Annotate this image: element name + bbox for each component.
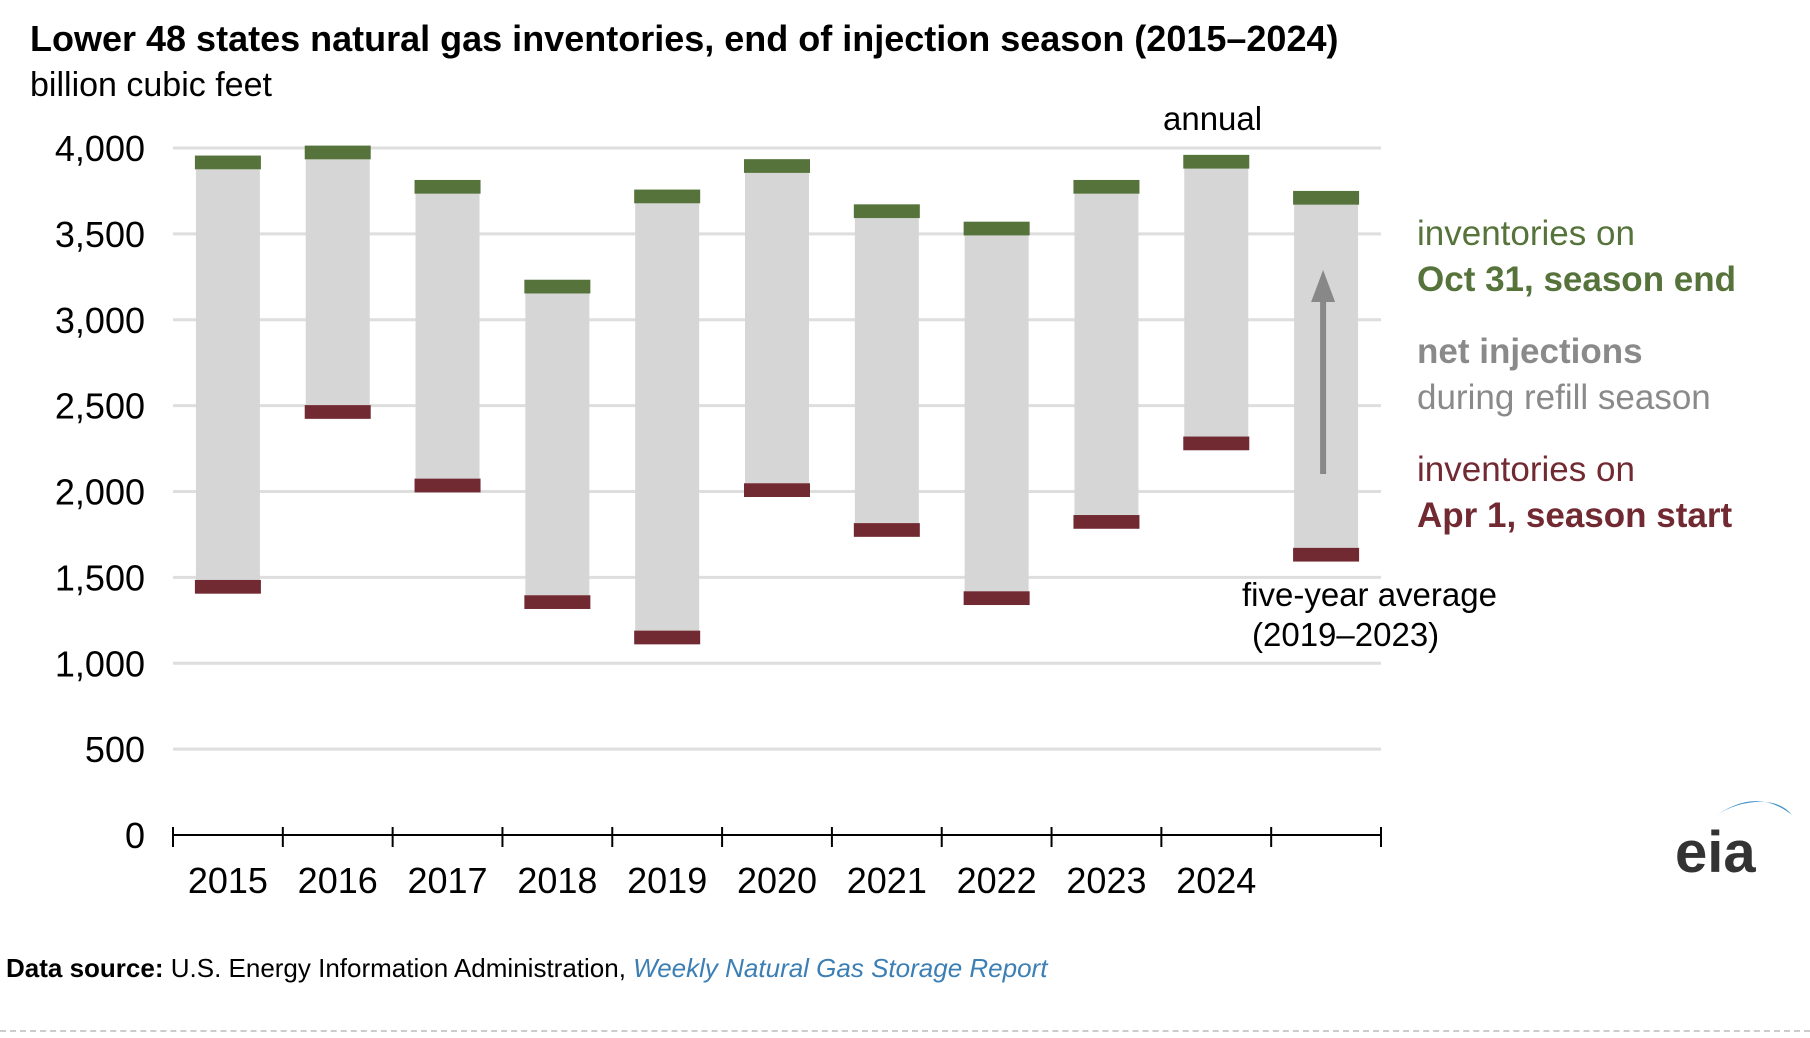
season-start-bar	[1183, 436, 1250, 451]
five-year-range-annotation: (2019–2023)	[1252, 616, 1440, 653]
source-link[interactable]: Weekly Natural Gas Storage Report	[633, 953, 1048, 983]
x-tick-label: 2016	[298, 860, 378, 901]
y-tick-label: 4,000	[55, 128, 145, 169]
data-source: Data source: U.S. Energy Information Adm…	[6, 953, 1047, 984]
eia-logo: eia	[1675, 801, 1792, 880]
source-label: Data source:	[6, 953, 164, 983]
season-end-bar	[1293, 190, 1360, 205]
legend-net-line1: net injections	[1417, 332, 1643, 371]
net-injection-bar	[964, 235, 1029, 592]
y-tick-label: 500	[85, 729, 145, 770]
season-end-bar	[194, 155, 261, 170]
season-end-bar	[1073, 179, 1140, 194]
season-end-bar	[524, 279, 591, 294]
season-start-bar	[963, 591, 1030, 606]
season-start-bar	[194, 579, 261, 594]
season-start-bar	[1293, 547, 1360, 562]
season-end-bar	[744, 159, 810, 173]
season-end-bar	[1183, 154, 1250, 169]
x-tick-label: 2018	[517, 860, 597, 901]
net-injection-bar	[745, 172, 809, 484]
x-tick-label: 2023	[1066, 860, 1146, 901]
net-injection-bar	[415, 193, 480, 479]
x-tick-label: 2015	[188, 860, 268, 901]
season-end-bar	[853, 204, 920, 219]
x-tick-label: 2024	[1176, 860, 1256, 901]
season-end-bar	[304, 145, 371, 160]
y-tick-label: 3,000	[55, 300, 145, 341]
x-tick-label: 2021	[847, 860, 927, 901]
x-tick-label: 2022	[957, 860, 1037, 901]
net-injection-bar	[1074, 193, 1139, 516]
y-axis-unit: billion cubic feet	[30, 66, 272, 104]
season-start-bar	[853, 523, 920, 537]
legend-net-line2: during refill season	[1417, 378, 1711, 417]
season-start-bar	[744, 483, 810, 497]
arrow-head-icon	[1311, 270, 1336, 302]
season-end-bar	[963, 221, 1030, 236]
season-start-bar	[524, 595, 591, 609]
five-year-annotation: five-year average	[1242, 576, 1497, 613]
net-injection-bar	[305, 159, 370, 406]
season-start-bar	[634, 630, 701, 645]
x-tick-label: 2019	[627, 860, 707, 901]
legend-start-line1: inventories on	[1417, 450, 1635, 489]
y-tick-label: 2,500	[55, 386, 145, 427]
legend-start-line2: Apr 1, season start	[1417, 496, 1733, 535]
chart-title: Lower 48 states natural gas inventories,…	[30, 18, 1339, 59]
source-text: U.S. Energy Information Administration,	[163, 953, 634, 983]
legend-end-line1: inventories on	[1417, 214, 1635, 253]
x-tick-label: 2017	[407, 860, 487, 901]
net-injection-bar	[635, 203, 700, 631]
annual-annotation: annual	[1163, 100, 1263, 137]
season-start-bar	[1073, 515, 1140, 529]
x-tick-label: 2020	[737, 860, 817, 901]
season-end-bar	[634, 189, 701, 204]
net-injection-bar	[195, 169, 260, 580]
net-injection-bar	[525, 293, 590, 596]
net-injection-bar	[854, 218, 919, 524]
y-tick-label: 2,000	[55, 472, 145, 513]
y-tick-label: 1,000	[55, 643, 145, 684]
season-start-bar	[304, 405, 371, 419]
y-tick-label: 1,500	[55, 557, 145, 598]
y-tick-label: 0	[125, 815, 145, 856]
season-end-bar	[414, 179, 481, 194]
season-start-bar	[414, 478, 481, 493]
svg-text:eia: eia	[1675, 820, 1756, 880]
footer-divider	[0, 1030, 1810, 1032]
legend-end-line2: Oct 31, season end	[1417, 260, 1737, 299]
y-tick-label: 3,500	[55, 214, 145, 255]
net-injection-bar	[1184, 168, 1249, 437]
